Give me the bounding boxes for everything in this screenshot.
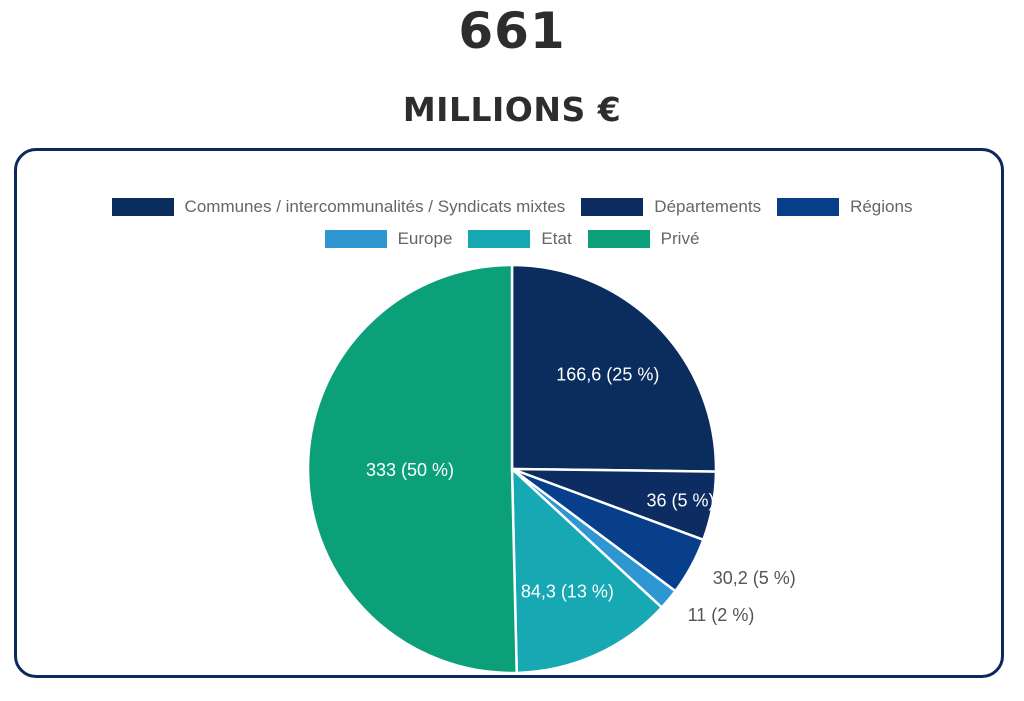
legend-item-communes[interactable]: Communes / intercommunalités / Syndicats…	[111, 197, 566, 217]
pie-slice-etat[interactable]	[510, 467, 664, 675]
total-amount: 661	[458, 2, 566, 60]
legend-row-1: Communes / intercommunalités / Syndicats…	[17, 191, 1007, 223]
legend-label-communes: Communes / intercommunalités / Syndicats…	[184, 197, 566, 216]
legend-swatch-etat	[468, 230, 531, 248]
legend-item-europe[interactable]: Europe	[324, 229, 453, 249]
legend-label-regions: Régions	[850, 197, 913, 216]
legend-label-prive: Privé	[660, 229, 700, 248]
pie-label-regions: 30,2 (5 %)	[713, 568, 796, 588]
legend-item-etat[interactable]: Etat	[468, 229, 572, 249]
pie-label-departements: 36 (5 %)	[646, 490, 714, 510]
legend-row-2: Europe Etat Privé	[17, 223, 1007, 255]
legend-swatch-regions	[777, 198, 840, 216]
pie-slice-communes[interactable]	[510, 263, 718, 473]
legend-swatch-communes	[111, 198, 174, 216]
pie-label-prive: 333 (50 %)	[366, 460, 454, 480]
legend-swatch-prive	[587, 230, 650, 248]
pie-slice-prive[interactable]	[306, 263, 518, 675]
chart-legend: Communes / intercommunalités / Syndicats…	[17, 191, 1007, 255]
pie-label-etat: 84,3 (13 %)	[521, 582, 614, 602]
legend-item-regions[interactable]: Régions	[777, 197, 912, 217]
legend-item-prive[interactable]: Privé	[587, 229, 700, 249]
pie-label-europe: 11 (2 %)	[688, 605, 755, 625]
legend-item-departements[interactable]: Départements	[581, 197, 761, 217]
legend-swatch-departements	[581, 198, 644, 216]
legend-swatch-europe	[324, 230, 387, 248]
legend-label-europe: Europe	[397, 229, 453, 248]
legend-label-departements: Départements	[654, 197, 762, 216]
pie-label-communes: 166,6 (25 %)	[556, 364, 659, 384]
legend-label-etat: Etat	[541, 229, 572, 248]
total-unit: MILLIONS €	[402, 90, 622, 129]
